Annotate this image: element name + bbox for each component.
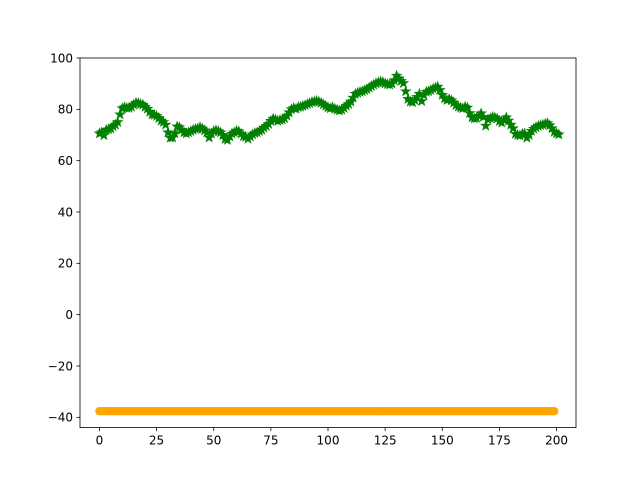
data-point-star [553, 128, 565, 140]
data-point-circle [550, 406, 559, 416]
x-tick-label: 125 [374, 434, 397, 448]
data-point-star [111, 116, 124, 128]
data-point-star [415, 95, 428, 107]
y-tick-label: 100 [50, 51, 73, 65]
y-tick-label: 80 [58, 103, 73, 117]
x-tick-label: 175 [488, 434, 511, 448]
y-tick-label: 20 [58, 257, 73, 271]
data-point-star [463, 107, 476, 119]
data-point-star [159, 118, 172, 130]
data-point-star [507, 122, 519, 134]
y-tick-label: 0 [65, 308, 73, 322]
y-tick-label: −20 [48, 359, 73, 373]
x-tick-label: 75 [263, 434, 278, 448]
x-tick-label: 100 [317, 434, 340, 448]
y-tick-label: 60 [58, 154, 73, 168]
data-point-star [169, 127, 181, 139]
data-point-star [479, 119, 492, 131]
data-point-star [397, 77, 410, 89]
x-tick-label: 150 [431, 434, 454, 448]
data-point-star [461, 101, 474, 113]
data-point-star [98, 129, 110, 141]
y-tick-label: 40 [58, 205, 73, 219]
x-tick-label: 25 [149, 434, 164, 448]
data-point-star [502, 114, 515, 126]
data-point-star [114, 108, 126, 120]
data-point-star [434, 83, 446, 96]
plot-marks [93, 69, 565, 416]
x-tick-label: 0 [96, 434, 104, 448]
x-tick-label: 200 [545, 434, 568, 448]
data-point-star [217, 128, 229, 140]
data-point-star [162, 126, 174, 138]
x-axis: 0 25 50 75 100 125 150 175 200 [96, 427, 568, 448]
y-tick-label: −40 [48, 411, 73, 425]
series-0 [93, 69, 565, 145]
data-point-star [399, 85, 412, 97]
x-tick-label: 50 [206, 434, 221, 448]
y-axis: −40 −20 0 20 40 60 80 100 [48, 51, 80, 425]
series-1 [95, 406, 559, 416]
